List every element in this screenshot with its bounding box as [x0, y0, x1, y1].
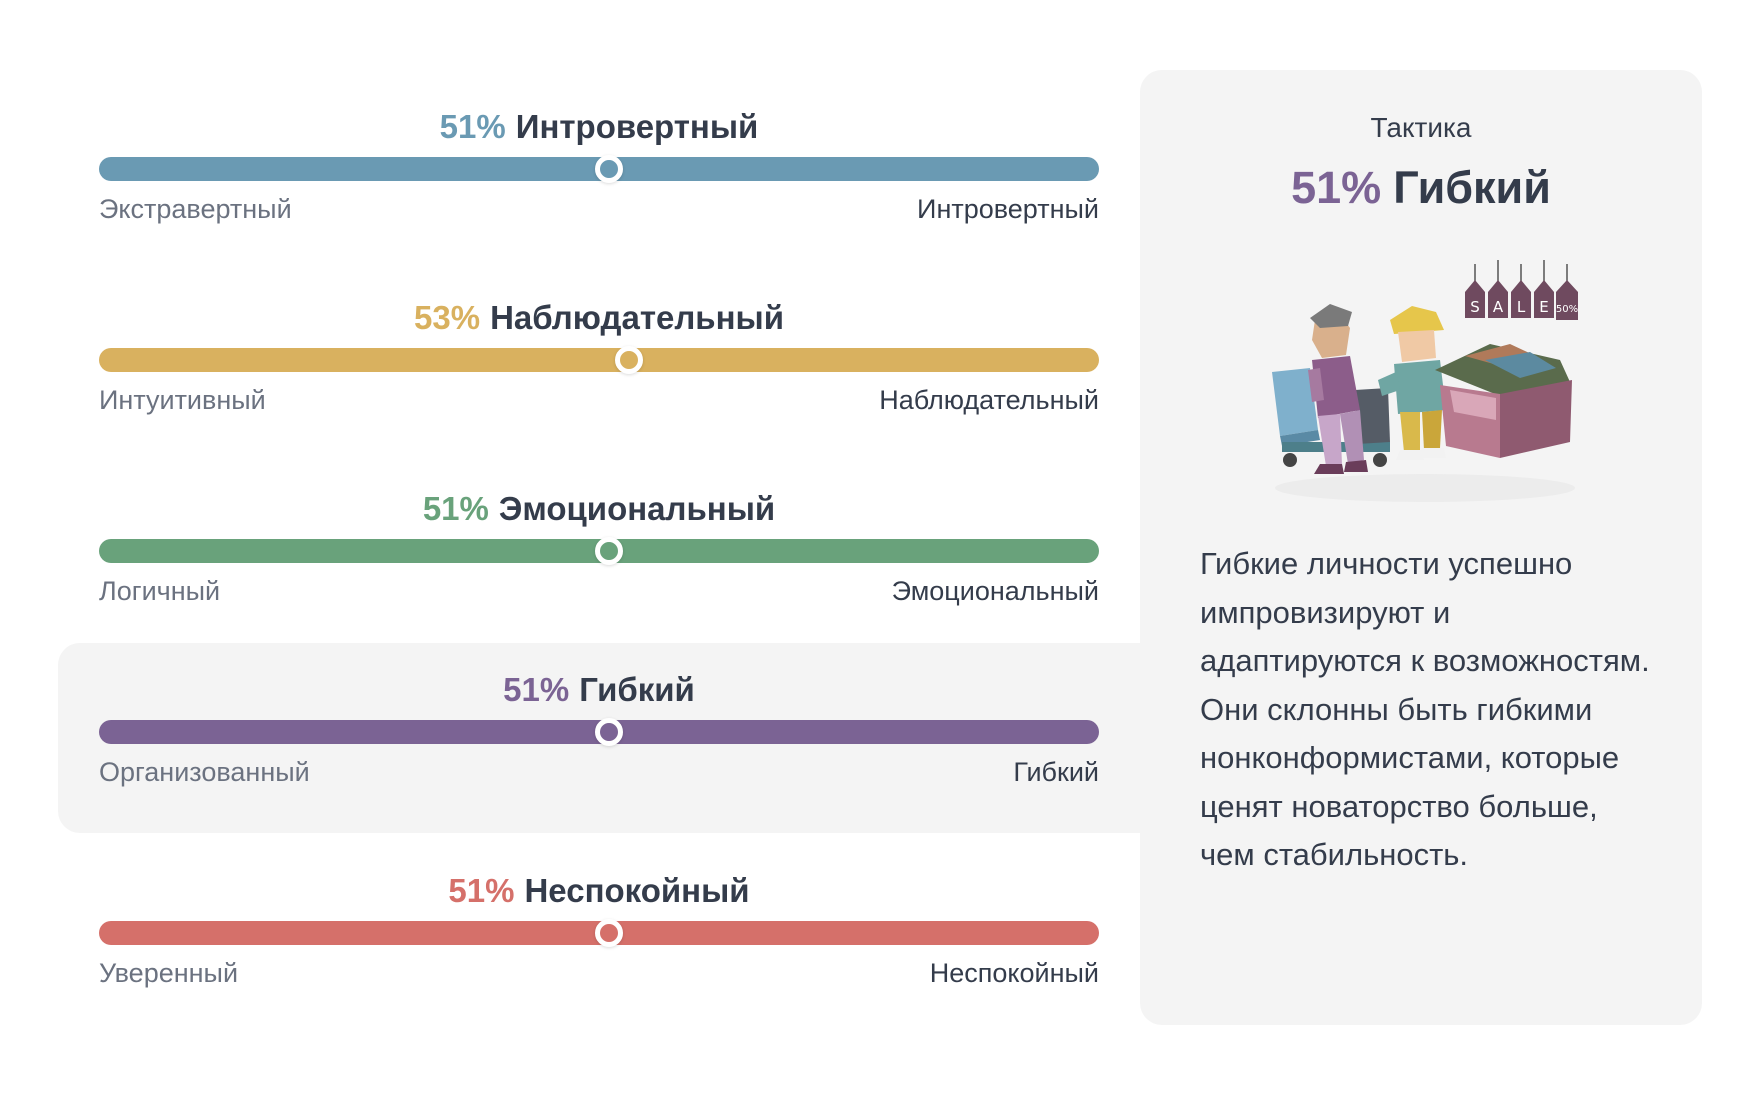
- boy-figure: [1378, 306, 1446, 460]
- trait-name: Гибкий: [579, 671, 695, 708]
- detail-description: Гибкие личности успешно импровизируют и …: [1200, 546, 1650, 872]
- trait-row-turbulent[interactable]: 51% Неспокойный Уверенный Неспокойный: [58, 844, 1140, 1034]
- trait-heading: 51% Эмоциональный: [58, 490, 1140, 528]
- trait-name: Эмоциональный: [498, 490, 776, 527]
- trait-left-label: Уверенный: [99, 958, 239, 988]
- trait-bar[interactable]: [99, 718, 1099, 746]
- trait-right-label: Наблюдательный: [879, 385, 1099, 415]
- trait-percent: 51%: [439, 108, 506, 145]
- trait-name: Неспокойный: [524, 872, 750, 909]
- trait-percent: 53%: [414, 299, 481, 336]
- man-figure: [1308, 304, 1368, 474]
- trait-percent: 51%: [448, 872, 515, 909]
- trait-right-label: Интровертный: [917, 194, 1099, 224]
- detail-percent: 51%: [1291, 162, 1382, 213]
- trait-name: Наблюдательный: [490, 299, 784, 336]
- detail-kicker: Тактика: [1370, 112, 1472, 143]
- tag-label: 50%: [1556, 304, 1578, 315]
- trait-right-label: Эмоциональный: [891, 576, 1099, 606]
- trait-left-label: Экстравертный: [99, 194, 292, 224]
- trait-heading: 51% Гибкий: [58, 671, 1140, 709]
- trait-knob[interactable]: [595, 718, 623, 746]
- trait-right-label: Неспокойный: [929, 958, 1099, 988]
- tag-letter: S: [1470, 298, 1480, 316]
- trait-bar[interactable]: [99, 537, 1099, 565]
- trait-right-label: Гибкий: [1013, 757, 1099, 787]
- trait-row-prospecting[interactable]: 51% Гибкий Организованный Гибкий: [58, 643, 1140, 833]
- tag-letter: L: [1517, 298, 1526, 316]
- trait-knob[interactable]: [595, 155, 623, 183]
- tag-letter: E: [1539, 298, 1548, 316]
- trait-knob[interactable]: [595, 919, 623, 947]
- trait-left-label: Организованный: [99, 757, 310, 787]
- sale-box-icon: [1435, 344, 1572, 458]
- trait-heading: 51% Интровертный: [58, 108, 1140, 146]
- sale-tags: S A L E 50%: [1465, 260, 1578, 320]
- trait-row-feeling[interactable]: 51% Эмоциональный Логичный Эмоциональный: [58, 462, 1140, 652]
- detail-trait-name: Гибкий: [1393, 162, 1551, 213]
- trait-knob[interactable]: [615, 346, 643, 374]
- trait-bar[interactable]: [99, 346, 1099, 374]
- detail-title: 51% Гибкий: [1140, 162, 1702, 214]
- tag-letter: A: [1493, 298, 1504, 316]
- trait-percent: 51%: [503, 671, 570, 708]
- trait-heading: 53% Наблюдательный: [58, 299, 1140, 337]
- trait-bar[interactable]: [99, 919, 1099, 947]
- trait-heading: 51% Неспокойный: [58, 872, 1140, 910]
- trait-row-observant[interactable]: 53% Наблюдательный Интуитивный Наблюдател…: [58, 271, 1140, 461]
- trait-left-label: Интуитивный: [99, 385, 266, 415]
- trait-percent: 51%: [422, 490, 489, 527]
- trait-name: Интровертный: [515, 108, 759, 145]
- sale-shoppers-illustration: S A L E 50%: [1272, 260, 1578, 502]
- trait-bar[interactable]: [99, 155, 1099, 183]
- trait-left-label: Логичный: [99, 576, 221, 606]
- trait-row-introverted[interactable]: 51% Интровертный Экстравертный Интровертн…: [58, 80, 1140, 270]
- trait-knob[interactable]: [595, 537, 623, 565]
- trait-detail-panel: Тактика 51% Гибкий S A L E 50%: [1140, 70, 1702, 1025]
